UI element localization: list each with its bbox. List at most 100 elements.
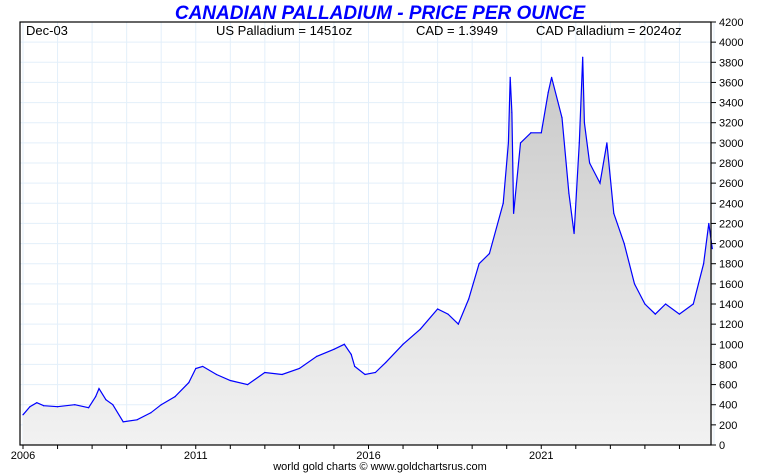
data-point	[350, 353, 352, 355]
data-point	[246, 383, 249, 386]
data-point	[88, 407, 90, 409]
data-point	[160, 404, 162, 406]
y-tick-label: 3000	[719, 138, 743, 150]
data-point	[298, 367, 300, 370]
y-tick-label: 200	[719, 420, 737, 432]
data-point	[644, 303, 646, 305]
y-tick-label: 1000	[719, 339, 743, 351]
data-point	[122, 421, 124, 423]
data-point	[606, 142, 608, 144]
y-tick-label: 0	[719, 440, 725, 452]
price-area	[23, 57, 713, 446]
data-point	[136, 419, 138, 421]
data-point	[419, 328, 421, 330]
data-point	[507, 142, 510, 144]
y-tick-label: 1600	[719, 279, 743, 291]
y-tick-label: 1200	[719, 319, 743, 331]
y-tick-label: 2600	[719, 178, 743, 190]
data-point	[703, 263, 705, 265]
y-tick-label: 4200	[719, 17, 743, 29]
data-point	[711, 248, 713, 250]
data-point	[509, 76, 511, 78]
data-point	[112, 404, 114, 406]
fx-label: CAD = 1.3949	[416, 23, 499, 38]
y-tick-label: 3400	[719, 98, 743, 110]
cad-price-label: CAD Palladium = 2024oz	[536, 23, 682, 38]
data-point	[94, 396, 97, 398]
data-point	[573, 232, 575, 235]
data-point	[708, 222, 710, 225]
y-tick-label: 2400	[719, 198, 743, 210]
data-point	[582, 56, 584, 58]
data-point	[215, 373, 218, 376]
us-price-label: US Palladium = 1451oz	[216, 23, 353, 38]
y-tick-label: 4000	[719, 37, 743, 49]
data-point	[599, 182, 601, 184]
data-point	[364, 373, 366, 376]
data-point	[578, 142, 580, 144]
data-point	[478, 263, 480, 265]
data-point	[665, 303, 667, 305]
data-point	[195, 367, 197, 370]
y-tick-label: 400	[719, 400, 737, 412]
data-point	[561, 117, 563, 119]
y-tick-label: 600	[719, 380, 737, 392]
data-point	[530, 132, 532, 134]
data-point	[692, 303, 694, 305]
data-point	[229, 379, 231, 382]
data-point	[343, 343, 345, 345]
data-point	[589, 162, 591, 164]
data-point	[678, 313, 681, 315]
y-tick-label: 2000	[719, 239, 743, 251]
y-tick-label: 1400	[719, 299, 743, 311]
y-tick-label: 3800	[719, 57, 743, 69]
y-tick-label: 2800	[719, 158, 743, 170]
y-tick-label: 1800	[719, 259, 743, 271]
data-point	[150, 412, 152, 414]
data-point	[188, 381, 190, 384]
data-point	[437, 308, 439, 310]
y-tick-label: 800	[719, 359, 737, 371]
data-point	[502, 202, 504, 204]
data-point	[333, 348, 335, 350]
x-tick-label: 2016	[356, 450, 380, 462]
data-point	[98, 388, 100, 390]
data-point	[22, 414, 24, 416]
data-point	[264, 371, 266, 374]
data-point	[613, 212, 615, 214]
y-tick-label: 3600	[719, 77, 743, 89]
data-point	[105, 399, 107, 401]
data-point	[457, 323, 459, 325]
data-point	[583, 122, 586, 124]
plot-border	[19, 21, 712, 446]
data-point	[36, 402, 38, 404]
data-point	[354, 365, 356, 368]
data-point	[513, 212, 515, 214]
data-point	[374, 371, 377, 374]
data-point	[551, 76, 553, 78]
data-point	[468, 298, 470, 300]
data-point	[633, 283, 636, 285]
x-tick-label: 2021	[529, 450, 553, 462]
date-label: Dec-03	[26, 23, 68, 38]
data-point	[654, 313, 656, 315]
data-point	[29, 406, 31, 408]
data-point	[202, 365, 204, 368]
data-point	[623, 242, 625, 245]
data-point	[316, 355, 318, 357]
data-point	[43, 405, 45, 407]
y-tick-label: 2200	[719, 218, 743, 230]
data-point	[174, 396, 176, 398]
data-point	[511, 112, 513, 114]
data-point	[74, 404, 76, 406]
data-point	[547, 91, 549, 94]
data-point	[281, 373, 283, 376]
data-point	[540, 132, 542, 134]
data-point	[488, 253, 491, 255]
data-point	[56, 406, 59, 408]
x-tick-label: 2006	[11, 450, 35, 462]
chart-title: CANADIAN PALLADIUM - PRICE PER OUNCE	[174, 3, 586, 24]
data-point	[402, 343, 404, 345]
